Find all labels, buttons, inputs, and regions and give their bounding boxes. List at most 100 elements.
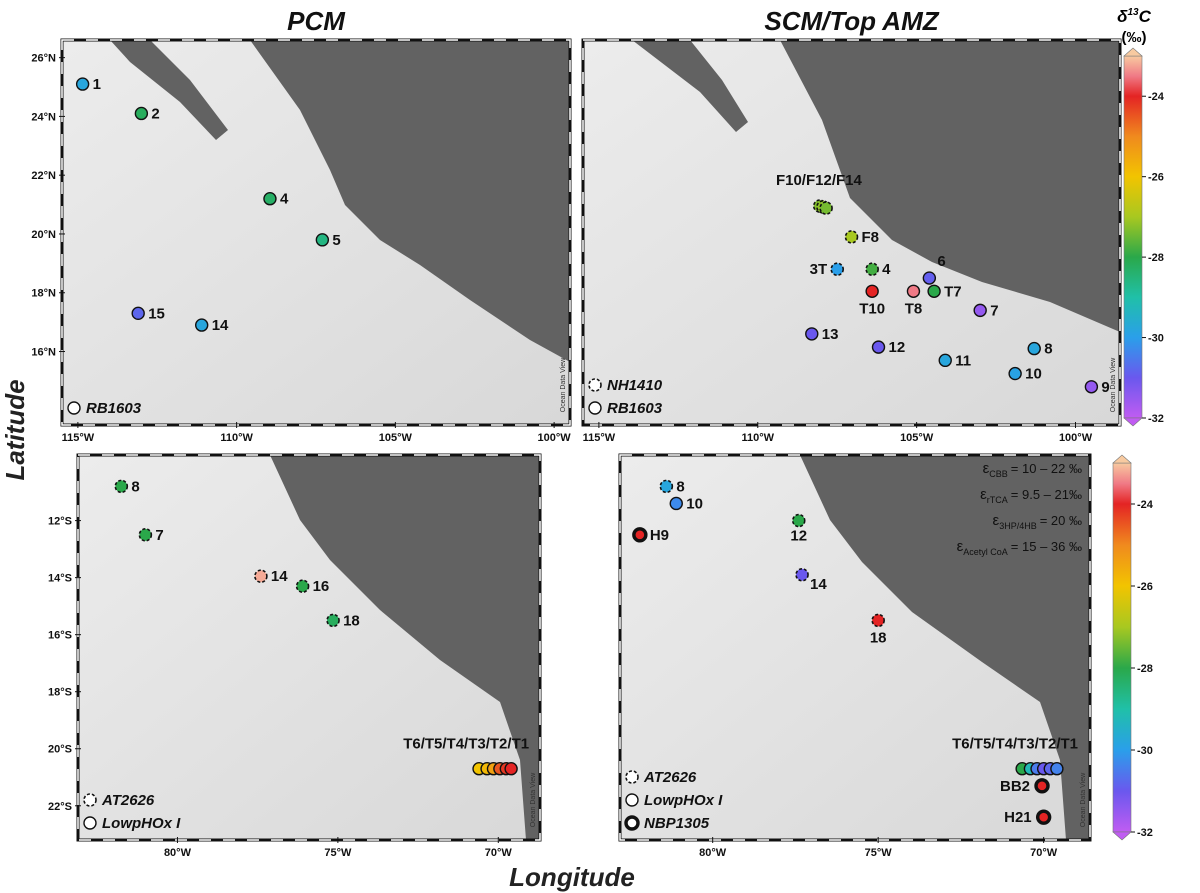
station-label: 8 bbox=[676, 478, 684, 495]
station-label: 18 bbox=[870, 629, 887, 646]
station-marker bbox=[1084, 380, 1099, 394]
station-label: 15 bbox=[148, 305, 165, 322]
colorbar-title: δ13C bbox=[1117, 7, 1152, 26]
lat-tick-label: 14°S bbox=[48, 573, 72, 585]
lat-tick-label: 22°N bbox=[31, 170, 56, 182]
station-marker bbox=[871, 613, 885, 628]
station-marker bbox=[632, 527, 648, 543]
station-label: 8 bbox=[1044, 341, 1052, 358]
legend-label: AT2626 bbox=[643, 769, 697, 786]
station-label: 10 bbox=[686, 495, 703, 512]
colorbar-tick-label: -30 bbox=[1148, 333, 1164, 345]
colorbar-tick-label: -28 bbox=[1148, 252, 1164, 264]
watermark: Ocean Data View bbox=[1080, 772, 1087, 827]
lon-tick-label: 75°W bbox=[324, 847, 352, 859]
station-label: 2 bbox=[151, 105, 159, 122]
lon-tick-label: 105°W bbox=[900, 432, 934, 444]
colorbar-title-letter: C bbox=[1139, 7, 1152, 26]
station-marker bbox=[315, 233, 330, 247]
lon-tick-label: 115°W bbox=[583, 432, 616, 444]
station-label: 1 bbox=[93, 76, 101, 93]
station-marker bbox=[194, 318, 209, 332]
station-marker bbox=[865, 262, 879, 277]
legend-marker bbox=[67, 401, 81, 415]
annotation-sub: 3HP/4HB bbox=[999, 521, 1037, 531]
basemap bbox=[62, 40, 1120, 840]
annotation: εrTCA = 9.5 – 21‰ bbox=[980, 486, 1082, 505]
lat-tick-label: 18°S bbox=[48, 687, 72, 699]
station-marker bbox=[922, 271, 937, 285]
colorbar-tick-label: -26 bbox=[1148, 172, 1164, 184]
annotation-symbol: ε bbox=[993, 512, 1000, 529]
lon-tick-label: 110°W bbox=[741, 432, 774, 444]
annotation-text: = 10 – 22 ‰ bbox=[1011, 461, 1082, 476]
station-marker bbox=[871, 340, 886, 354]
station-marker bbox=[865, 284, 879, 298]
station-label: 8 bbox=[131, 478, 139, 495]
station-marker bbox=[906, 284, 921, 298]
colorbar-tick-label: -24 bbox=[1148, 91, 1165, 103]
legend-label: AT2626 bbox=[101, 792, 155, 809]
station-label: 11 bbox=[955, 352, 971, 369]
colorbar-title-symbol: δ bbox=[1117, 7, 1128, 26]
colorbar bbox=[1112, 462, 1132, 833]
station-label: F10/F12/F14 bbox=[776, 172, 863, 189]
station-marker bbox=[75, 77, 90, 91]
legend-label: LowpHOx I bbox=[644, 792, 723, 809]
station-label: 3T bbox=[810, 261, 828, 278]
station-marker bbox=[844, 230, 859, 244]
colorbar-tick-label: -32 bbox=[1148, 413, 1164, 425]
station-marker bbox=[131, 306, 145, 321]
lat-tick-label: 18°N bbox=[31, 288, 56, 300]
lat-tick-label: 22°S bbox=[48, 801, 72, 813]
colorbar bbox=[1123, 55, 1143, 419]
panel-title: SCM/Top AMZ bbox=[764, 6, 939, 36]
legend-label: RB1603 bbox=[86, 400, 142, 417]
station-label: 16 bbox=[313, 578, 330, 595]
station-marker bbox=[927, 284, 941, 298]
lon-tick-label: 70°W bbox=[485, 847, 513, 859]
station-label: T6/T5/T4/T3/T2/T1 bbox=[403, 736, 529, 753]
station-label: 13 bbox=[822, 326, 839, 343]
colorbar-unit: (‰) bbox=[1122, 29, 1147, 46]
colorbar-tick-label: -26 bbox=[1137, 581, 1153, 593]
station-marker bbox=[1035, 809, 1052, 825]
annotation: ε3HP/4HB = 20 ‰ bbox=[993, 512, 1083, 531]
lon-tick-label: 70°W bbox=[1030, 847, 1058, 859]
station-label: T6/T5/T4/T3/T2/T1 bbox=[952, 736, 1078, 753]
station-label: 18 bbox=[343, 612, 360, 629]
station-label: H21 bbox=[1004, 809, 1032, 826]
annotation: εCBB = 10 – 22 ‰ bbox=[983, 460, 1082, 479]
annotation-symbol: ε bbox=[980, 486, 987, 503]
lat-tick-label: 16°N bbox=[31, 347, 56, 359]
station-marker bbox=[1050, 762, 1064, 776]
colorbar-tick-label: -28 bbox=[1137, 663, 1153, 675]
x-axis-title: Longitude bbox=[509, 862, 635, 892]
annotation-sub: rTCA bbox=[987, 495, 1008, 505]
station-label: 4 bbox=[280, 191, 289, 208]
legend-marker bbox=[588, 378, 602, 392]
station-label: BB2 bbox=[1000, 778, 1030, 795]
station-marker bbox=[1034, 778, 1050, 794]
watermark: Ocean Data View bbox=[530, 772, 537, 827]
station-marker bbox=[659, 479, 674, 494]
watermark: Ocean Data View bbox=[1110, 357, 1117, 412]
annotation-sub: Acetyl CoA bbox=[963, 547, 1008, 557]
annotation-symbol: ε bbox=[983, 460, 990, 477]
legend-marker bbox=[83, 816, 97, 830]
annotation-sub: CBB bbox=[989, 469, 1008, 479]
legend-marker bbox=[83, 793, 97, 807]
station-label: H9 bbox=[650, 527, 669, 544]
lat-tick-label: 20°S bbox=[48, 744, 72, 756]
station-marker bbox=[805, 327, 819, 341]
station-marker bbox=[791, 513, 806, 528]
station-label: 7 bbox=[990, 302, 998, 319]
lon-tick-label: 105°W bbox=[379, 432, 413, 444]
station-marker bbox=[504, 762, 518, 776]
station-marker bbox=[114, 479, 129, 494]
frames bbox=[60, 38, 1122, 842]
station-marker bbox=[254, 569, 268, 584]
watermark: Ocean Data View bbox=[560, 357, 567, 412]
colorbar-tip bbox=[1123, 417, 1143, 427]
station-marker bbox=[138, 528, 153, 542]
